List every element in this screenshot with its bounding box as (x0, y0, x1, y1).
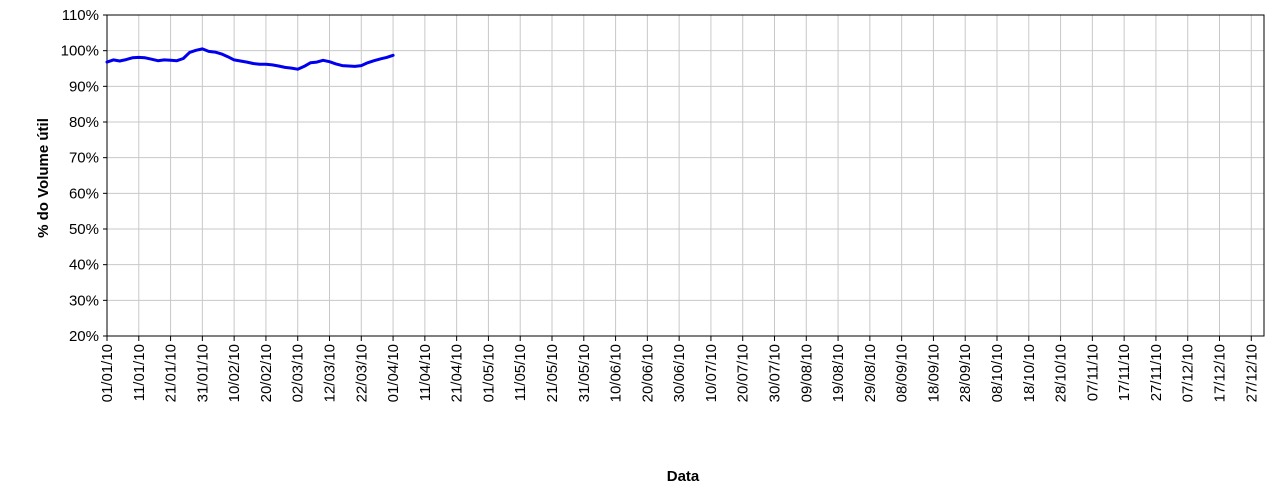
y-axis-tick-labels: 20% 30% 40% 50% 60% 70% 80% 90% 100% 110% (61, 7, 99, 345)
y-tick-label: 20% (69, 328, 99, 345)
x-tick-label: 27/12/10 (1243, 344, 1260, 402)
x-tick-label: 07/12/10 (1180, 344, 1197, 402)
series-layer (105, 47, 395, 71)
y-tick-label: 30% (69, 292, 99, 309)
x-tick-label: 12/03/10 (322, 344, 339, 402)
x-tick-label: 28/09/10 (957, 344, 974, 402)
y-tick-label: 110% (62, 7, 99, 24)
x-tick-label: 10/06/10 (608, 344, 625, 402)
x-tick-label: 27/11/10 (1148, 344, 1165, 401)
y-tick-label: 70% (69, 150, 99, 167)
x-tick-label: 22/03/10 (353, 344, 370, 402)
x-tick-label: 29/08/10 (862, 344, 879, 402)
x-tick-label: 30/06/10 (671, 344, 688, 402)
x-axis-title: Data (667, 468, 700, 485)
y-tick-label: 80% (69, 114, 99, 131)
y-axis-title: % do Volume útil (35, 118, 52, 238)
x-tick-label: 10/07/10 (703, 344, 720, 402)
x-tick-label: 31/01/10 (194, 344, 211, 402)
x-tick-label: 18/10/10 (1021, 344, 1038, 402)
x-tick-label: 20/02/10 (258, 344, 275, 402)
x-tick-label: 20/07/10 (735, 344, 752, 402)
x-tick-label: 20/06/10 (639, 344, 656, 402)
x-tick-label: 08/09/10 (894, 344, 911, 402)
plot-area-border (106, 14, 1265, 337)
x-tick-label: 01/05/10 (480, 344, 497, 402)
x-axis-tick-labels: 01/01/10 11/01/10 21/01/10 31/01/10 10/02/10… (99, 344, 1260, 402)
axis-ticks (103, 14, 1252, 341)
y-tick-label: 90% (69, 78, 99, 95)
y-tick-label: 50% (69, 221, 99, 238)
x-tick-label: 28/10/10 (1053, 344, 1070, 402)
x-tick-label: 02/03/10 (290, 344, 307, 402)
x-tick-label: 10/02/10 (226, 344, 243, 402)
x-tick-label: 21/04/10 (449, 344, 466, 402)
x-tick-label: 01/01/10 (99, 344, 116, 402)
x-tick-label: 21/05/10 (544, 344, 561, 402)
x-tick-label: 01/04/10 (385, 344, 402, 402)
x-tick-label: 19/08/10 (830, 344, 847, 402)
x-tick-label: 11/05/10 (512, 344, 529, 401)
x-tick-label: 11/01/10 (131, 344, 148, 401)
x-tick-label: 31/05/10 (576, 344, 593, 402)
x-tick-label: 08/10/10 (989, 344, 1006, 402)
x-tick-label: 09/08/10 (798, 344, 815, 402)
y-tick-label: 60% (69, 185, 99, 202)
x-tick-label: 07/11/10 (1084, 344, 1101, 401)
y-tick-label: 100% (61, 43, 99, 60)
series-line (105, 47, 395, 71)
x-tick-label: 30/07/10 (767, 344, 784, 402)
x-tick-label: 18/09/10 (925, 344, 942, 402)
y-tick-label: 40% (69, 257, 99, 274)
gridlines (106, 14, 1264, 337)
x-tick-label: 21/01/10 (163, 344, 180, 402)
x-tick-label: 17/11/10 (1116, 344, 1133, 401)
x-tick-label: 17/12/10 (1212, 344, 1229, 402)
x-tick-label: 11/04/10 (417, 344, 434, 401)
